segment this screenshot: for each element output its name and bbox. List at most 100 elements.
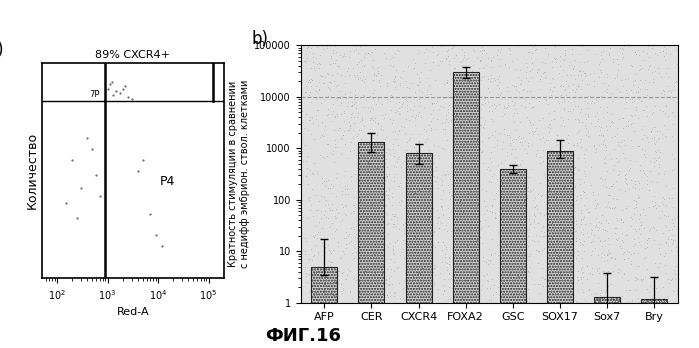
Point [316,175,327,181]
Point [426,232,437,238]
Point [305,246,317,251]
Point [432,53,443,58]
Bar [359,142,384,348]
Point [322,284,333,289]
Point [526,189,537,194]
Point [361,282,372,287]
Point [312,299,324,304]
Point [303,93,315,98]
Point [618,126,629,131]
Point [566,188,577,194]
Point [595,291,606,296]
Point [374,143,385,149]
Point [326,260,338,265]
Point [475,219,486,224]
Point [649,159,660,165]
Point [646,299,657,305]
Point [529,195,540,201]
Point [534,76,545,82]
Point [325,291,336,296]
Point [432,239,443,245]
Point [523,188,534,194]
Point [482,76,493,81]
Point [537,223,548,228]
Point [654,129,665,134]
Point [472,196,483,202]
Point [570,116,581,121]
Point [432,116,443,122]
Point [610,196,621,202]
Point [452,98,463,104]
Point [387,121,398,126]
Point [600,148,612,153]
Point [329,61,340,66]
Point [400,276,411,281]
Point [403,255,415,260]
Point [341,245,352,251]
Point [635,86,646,92]
Point [574,68,585,73]
Point [654,149,665,155]
Point [599,252,610,258]
Point [336,217,347,222]
Point [368,257,379,262]
Point [421,185,432,191]
Point [487,209,498,215]
Point [451,201,462,206]
Point [409,190,420,195]
Point [305,194,316,199]
Point [606,205,617,211]
Point [422,217,433,223]
Point [346,110,357,116]
Point [82,135,93,141]
Point [519,139,531,144]
Point [602,299,613,304]
Point [312,122,324,128]
Point [526,105,537,111]
Point [375,126,386,132]
Point [540,60,551,65]
Point [340,186,351,192]
Point [495,299,506,304]
Point [369,279,380,284]
Point [621,99,632,105]
Point [457,162,468,167]
Point [632,295,643,300]
Point [389,290,401,295]
Point [369,87,380,93]
Point [575,136,586,141]
Point [458,221,469,227]
Point [519,104,531,109]
Point [370,143,382,149]
Point [323,72,334,77]
Point [401,193,412,198]
Point [648,140,659,146]
Point [487,262,498,267]
Point [312,172,323,177]
Point [484,209,495,214]
Point [369,98,380,103]
Point [647,109,658,114]
Point [647,126,658,132]
Point [519,183,530,189]
Point [502,132,513,137]
Point [654,241,665,246]
Point [300,158,311,164]
Point [549,266,561,272]
Point [353,233,364,238]
Point [394,184,405,189]
Point [353,179,364,185]
Point [349,227,360,232]
Point [654,296,665,302]
Point [312,251,323,257]
Point [661,202,672,208]
Point [402,183,413,189]
Point [543,276,554,281]
Point [324,277,336,283]
Point [588,192,599,198]
Point [505,240,517,246]
Point [528,218,540,223]
Point [637,167,649,173]
Point [345,288,356,294]
Point [467,168,478,173]
